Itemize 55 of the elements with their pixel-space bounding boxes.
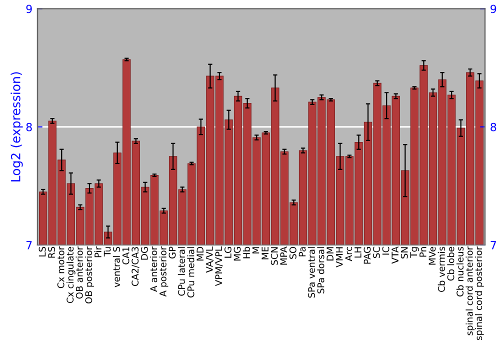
x-tick-label: Hb [242,246,250,258]
x-tick-label: CPu medial [187,247,194,298]
x-tick-label: Tg [410,247,419,258]
x-tick-label: PAG [364,247,371,264]
x-tick-label: CA2/CA3 [132,247,140,286]
y2-tick-label: 9 [490,4,496,14]
x-tick-label: VA/VL [206,246,214,273]
y-tick-label: 8 [26,122,32,132]
x-tick-label: SN [400,247,408,258]
x-tick-label: Pn [420,247,426,257]
x-tick-label: ventral S [112,246,120,288]
x-tick-label: Tu [104,247,111,256]
x-tick-label: spinal cord posterior [474,246,484,340]
x-tick-label: VPM/VPL [215,246,223,286]
x-tick-label: GP [168,246,176,259]
x-tick-label: Cb lobe [447,246,454,281]
x-tick-label: LH [354,247,362,258]
x-tick-label: Cb nucleus [456,246,464,296]
y2-tick-label: 7 [490,241,496,250]
y-tick-label: 9 [26,4,32,14]
y2-tick-label: 8 [490,122,496,132]
x-tick-label: DG [140,247,148,260]
x-tick-label: MPA [280,246,287,265]
x-tick-label: IC [382,246,390,255]
x-tick-label: Pir [94,246,102,258]
x-tick-label: MD [196,246,204,260]
x-tick-label: Cx motor [57,246,64,288]
y-tick-label: 7 [26,241,32,250]
y-axis-title: Log2 (expression) [10,72,23,182]
x-tick-label: OB posterior [85,246,94,304]
x-tick-label: A anterior [150,246,158,292]
x-tick-label: ME [262,246,268,260]
x-tick-label: SPa ventral [308,247,315,298]
x-tick-label: Pa [298,247,306,256]
x-tick-label: VMH [336,247,343,268]
x-tick-label: MVe [428,246,436,265]
x-tick-label: SC [373,246,380,258]
x-tick-label: CPu lateral [178,247,185,296]
x-tick-label: CA1 [122,247,130,264]
x-tick-label: LS [38,246,46,256]
x-tick-label: Arc [345,246,352,262]
x-tick-label: LG [224,247,232,258]
x-tick-label: spinal cord anterior [466,246,475,336]
x-tick-label: Cb vermis [438,246,445,292]
x-tick-label: SCN [270,247,278,265]
x-tick-label: MG [234,247,241,260]
x-tick-label: SPa dorsal [317,247,324,294]
x-tick-label: M [252,247,260,254]
x-tick-label: SO [289,246,296,259]
x-tick-label: VTA [392,246,398,264]
x-tick-label: Cx cingulate [66,246,76,304]
x-tick-label: A posterior [159,246,168,297]
x-tick-label: DM [326,247,334,260]
x-tick-label: OB anterior [76,246,83,299]
x-tick-label: RS [48,246,56,258]
